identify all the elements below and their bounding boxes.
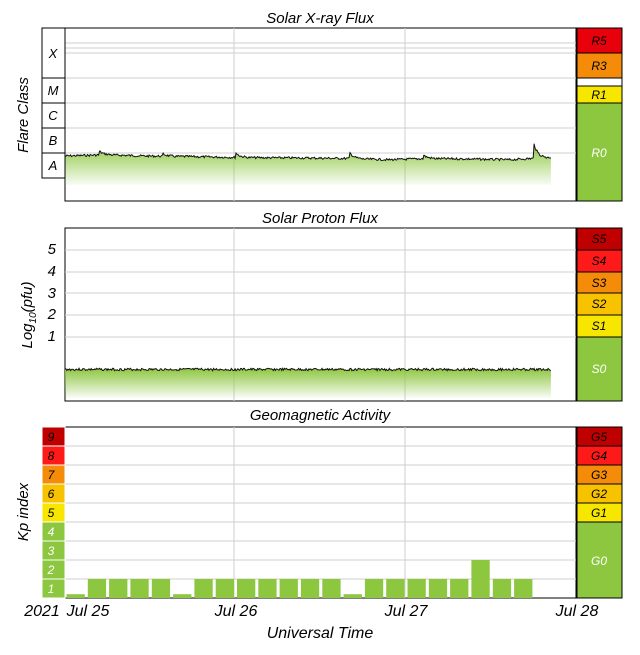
s1-label: S1 — [592, 319, 607, 333]
kp-bar — [66, 594, 85, 598]
xray-title: Solar X-ray Flux — [266, 10, 374, 27]
s4-label: S4 — [592, 254, 607, 268]
proton-flux-area — [65, 368, 551, 398]
proton-plot-area: 1 2 3 4 5 — [47, 227, 577, 402]
kp-level-label: 3 — [48, 544, 55, 558]
class-label-m: M — [48, 83, 59, 98]
r0-label: R0 — [591, 146, 607, 160]
class-label-b: B — [49, 133, 58, 148]
xray-flux-area — [65, 143, 551, 185]
kp-bar — [364, 579, 384, 598]
kp-bar — [237, 579, 256, 598]
kp-bar — [322, 579, 341, 598]
kp-bar — [343, 594, 362, 598]
kp-level-label: 5 — [48, 506, 55, 520]
kp-level-label: 8 — [48, 449, 55, 463]
g5-label: G5 — [591, 430, 607, 444]
radiation-storm-scale: S5 S4 S3 S2 S1 S0 — [576, 227, 623, 402]
kp-level-label: 9 — [48, 430, 55, 444]
s3-label: S3 — [592, 276, 607, 290]
kp-level-box — [41, 426, 66, 447]
geomag-ylabel: Kp index — [15, 482, 32, 541]
kp-level-label: 4 — [48, 525, 55, 539]
x-tick-jul26: Jul 26 — [214, 603, 258, 620]
proton-tick-2: 2 — [47, 306, 57, 323]
kp-level-label: 1 — [48, 582, 55, 596]
proton-tick-4: 4 — [48, 263, 56, 280]
kp-bar — [130, 579, 149, 598]
kp-bar — [450, 579, 469, 598]
kp-bar — [258, 579, 277, 598]
class-label-x: X — [48, 46, 59, 61]
xray-ylabel: Flare Class — [15, 77, 32, 153]
r0-band — [576, 102, 623, 202]
kp-bar — [300, 579, 320, 598]
kp-level-axis: 1 2 3 4 5 6 7 8 9 — [41, 426, 66, 599]
proton-tick-5: 5 — [48, 241, 57, 258]
class-label-c: C — [48, 108, 58, 123]
g1-label: G1 — [591, 506, 607, 520]
xray-class-axis: X M C B A — [41, 27, 66, 179]
g0-label: G0 — [591, 554, 607, 568]
kp-bar — [279, 579, 298, 598]
kp-bar — [492, 579, 512, 598]
xray-flux-line — [64, 143, 551, 162]
kp-bar — [514, 579, 533, 598]
geomag-plot-frame — [64, 426, 577, 599]
kp-bar — [87, 579, 107, 598]
kp-level-label: 2 — [47, 563, 55, 577]
g3-label: G3 — [591, 468, 607, 482]
kp-bar — [428, 579, 448, 598]
kp-bar — [407, 579, 426, 598]
kp-bar — [194, 579, 213, 598]
x-tick-jul25: Jul 25 — [66, 603, 110, 620]
kp-level-label: 6 — [48, 487, 55, 501]
kp-bar — [151, 579, 171, 598]
geomagnetic-storm-scale: G5 G4 G3 G2 G1 G0 — [576, 426, 623, 599]
kp-bar — [215, 579, 234, 598]
r3-label: R3 — [591, 59, 607, 73]
proton-tick-3: 3 — [48, 285, 57, 302]
g0-band — [576, 521, 623, 599]
kp-level-label: 7 — [48, 468, 56, 482]
s0-label: S0 — [592, 362, 607, 376]
kp-bar — [471, 560, 490, 598]
s0-band — [576, 336, 623, 402]
xray-plot-area — [64, 27, 577, 202]
r5-label: R5 — [591, 34, 607, 48]
year-label: 2021 — [23, 603, 60, 620]
kp-bar — [109, 579, 128, 598]
geomag-title: Geomagnetic Activity — [250, 407, 392, 424]
class-box-a — [41, 152, 66, 179]
proton-tick-1: 1 — [48, 328, 56, 345]
proton-flux-line — [64, 367, 552, 372]
kp-bar — [173, 594, 192, 598]
s2-label: S2 — [592, 297, 607, 311]
x-tick-jul28: Jul 28 — [555, 603, 599, 620]
x-axis-label: Universal Time — [267, 625, 374, 642]
geomag-plot-area — [64, 426, 577, 599]
s5-label: S5 — [592, 232, 607, 246]
radio-blackout-scale: R5 R3 R1 R0 — [576, 27, 623, 202]
g4-label: G4 — [591, 449, 607, 463]
proton-title: Solar Proton Flux — [262, 210, 378, 227]
proton-ylabel: Log10(pfu) — [19, 281, 39, 348]
r3-band — [576, 52, 623, 79]
x-tick-jul27: Jul 27 — [384, 603, 429, 620]
r1-label: R1 — [591, 88, 606, 102]
g2-label: G2 — [591, 487, 607, 501]
class-label-a: A — [48, 158, 58, 173]
kp-bar — [386, 579, 405, 598]
time-axis: 2021 Jul 25 Jul 26 Jul 27 Jul 28 Univers… — [23, 603, 598, 642]
